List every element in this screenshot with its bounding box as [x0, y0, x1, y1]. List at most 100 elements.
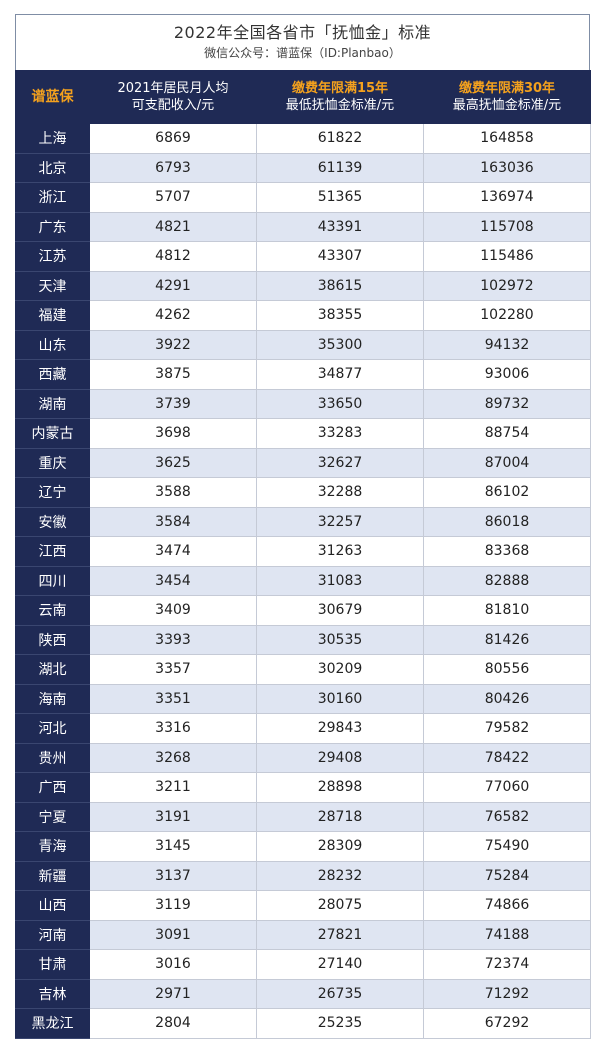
income-cell: 4812 [89, 241, 257, 272]
min-pension-cell: 43391 [256, 211, 424, 242]
min-pension-cell: 35300 [256, 329, 424, 360]
table-row: 海南 3351 30160 80426 [15, 683, 591, 714]
province-cell: 浙江 [15, 182, 90, 213]
province-cell: 海南 [15, 683, 90, 714]
income-cell: 3091 [89, 919, 257, 950]
max-pension-cell: 77060 [423, 772, 591, 803]
province-cell: 广东 [15, 211, 90, 242]
max-pension-cell: 87004 [423, 447, 591, 478]
header-max: 缴费年限满30年 最高抚恤金标准/元 [423, 70, 591, 124]
table-row: 西藏 3875 34877 93006 [15, 359, 591, 390]
province-cell: 新疆 [15, 860, 90, 891]
table-row: 江苏 4812 43307 115486 [15, 241, 591, 272]
province-cell: 湖南 [15, 388, 90, 419]
income-cell: 3351 [89, 683, 257, 714]
income-cell: 3316 [89, 713, 257, 744]
max-pension-cell: 83368 [423, 536, 591, 567]
table-row: 湖南 3739 33650 89732 [15, 388, 591, 419]
table-row: 河北 3316 29843 79582 [15, 713, 591, 744]
max-pension-cell: 81810 [423, 595, 591, 626]
min-pension-cell: 32627 [256, 447, 424, 478]
table-row: 山东 3922 35300 94132 [15, 329, 591, 360]
min-pension-cell: 27140 [256, 949, 424, 980]
max-pension-cell: 86102 [423, 477, 591, 508]
header-min: 缴费年限满15年 最低抚恤金标准/元 [256, 70, 424, 124]
max-pension-cell: 82888 [423, 565, 591, 596]
table-row: 江西 3474 31263 83368 [15, 536, 591, 567]
max-pension-cell: 88754 [423, 418, 591, 449]
max-pension-cell: 86018 [423, 506, 591, 537]
min-pension-cell: 30679 [256, 595, 424, 626]
table-row: 新疆 3137 28232 75284 [15, 860, 591, 891]
income-cell: 6869 [89, 123, 257, 154]
table-row: 吉林 2971 26735 71292 [15, 978, 591, 1009]
header-max-line1: 缴费年限满30年 [458, 81, 556, 96]
income-cell: 3016 [89, 949, 257, 980]
table-row: 重庆 3625 32627 87004 [15, 447, 591, 478]
income-cell: 2804 [89, 1008, 257, 1039]
table-row: 上海 6869 61822 164858 [15, 123, 591, 154]
income-cell: 6793 [89, 152, 257, 183]
min-pension-cell: 25235 [256, 1008, 424, 1039]
province-cell: 江西 [15, 536, 90, 567]
max-pension-cell: 75284 [423, 860, 591, 891]
min-pension-cell: 61822 [256, 123, 424, 154]
min-pension-cell: 28718 [256, 801, 424, 832]
max-pension-cell: 163036 [423, 152, 591, 183]
standards-table-card: 2022年全国各省市「抚恤金」标准 微信公众号：谱蓝保（ID:Planbao） … [15, 14, 591, 1039]
province-cell: 湖北 [15, 654, 90, 685]
max-pension-cell: 102972 [423, 270, 591, 301]
min-pension-cell: 51365 [256, 182, 424, 213]
header-min-line1: 缴费年限满15年 [291, 81, 389, 96]
min-pension-cell: 32257 [256, 506, 424, 537]
max-pension-cell: 93006 [423, 359, 591, 390]
province-cell: 北京 [15, 152, 90, 183]
income-cell: 3137 [89, 860, 257, 891]
table-row: 河南 3091 27821 74188 [15, 919, 591, 950]
income-cell: 3268 [89, 742, 257, 773]
table-row: 辽宁 3588 32288 86102 [15, 477, 591, 508]
max-pension-cell: 76582 [423, 801, 591, 832]
province-cell: 贵州 [15, 742, 90, 773]
income-cell: 3211 [89, 772, 257, 803]
table-row: 贵州 3268 29408 78422 [15, 742, 591, 773]
income-cell: 3357 [89, 654, 257, 685]
page-title: 2022年全国各省市「抚恤金」标准 [173, 23, 432, 42]
table-row: 北京 6793 61139 163036 [15, 152, 591, 183]
min-pension-cell: 33283 [256, 418, 424, 449]
income-cell: 3625 [89, 447, 257, 478]
province-cell: 上海 [15, 123, 90, 154]
header-min-line2: 最低抚恤金标准/元 [285, 98, 395, 113]
table-row: 广东 4821 43391 115708 [15, 211, 591, 242]
max-pension-cell: 75490 [423, 831, 591, 862]
min-pension-cell: 30160 [256, 683, 424, 714]
header-brand: 谱蓝保 [15, 70, 90, 124]
max-pension-cell: 115708 [423, 211, 591, 242]
min-pension-cell: 43307 [256, 241, 424, 272]
min-pension-cell: 26735 [256, 978, 424, 1009]
min-pension-cell: 28309 [256, 831, 424, 862]
table-row: 宁夏 3191 28718 76582 [15, 801, 591, 832]
income-cell: 3588 [89, 477, 257, 508]
header-income: 2021年居民月人均 可支配收入/元 [89, 70, 257, 124]
page-subtitle: 微信公众号：谱蓝保（ID:Planbao） [204, 46, 401, 60]
province-cell: 天津 [15, 270, 90, 301]
max-pension-cell: 78422 [423, 742, 591, 773]
header-max-line2: 最高抚恤金标准/元 [452, 98, 562, 113]
max-pension-cell: 74188 [423, 919, 591, 950]
income-cell: 2971 [89, 978, 257, 1009]
province-cell: 吉林 [15, 978, 90, 1009]
min-pension-cell: 32288 [256, 477, 424, 508]
province-cell: 青海 [15, 831, 90, 862]
table-row: 浙江 5707 51365 136974 [15, 182, 591, 213]
max-pension-cell: 72374 [423, 949, 591, 980]
table-row: 内蒙古 3698 33283 88754 [15, 418, 591, 449]
table-row: 安徽 3584 32257 86018 [15, 506, 591, 537]
max-pension-cell: 71292 [423, 978, 591, 1009]
province-cell: 福建 [15, 300, 90, 331]
income-cell: 3739 [89, 388, 257, 419]
province-cell: 四川 [15, 565, 90, 596]
title-box: 2022年全国各省市「抚恤金」标准 微信公众号：谱蓝保（ID:Planbao） [15, 14, 590, 70]
province-cell: 安徽 [15, 506, 90, 537]
income-cell: 3119 [89, 890, 257, 921]
